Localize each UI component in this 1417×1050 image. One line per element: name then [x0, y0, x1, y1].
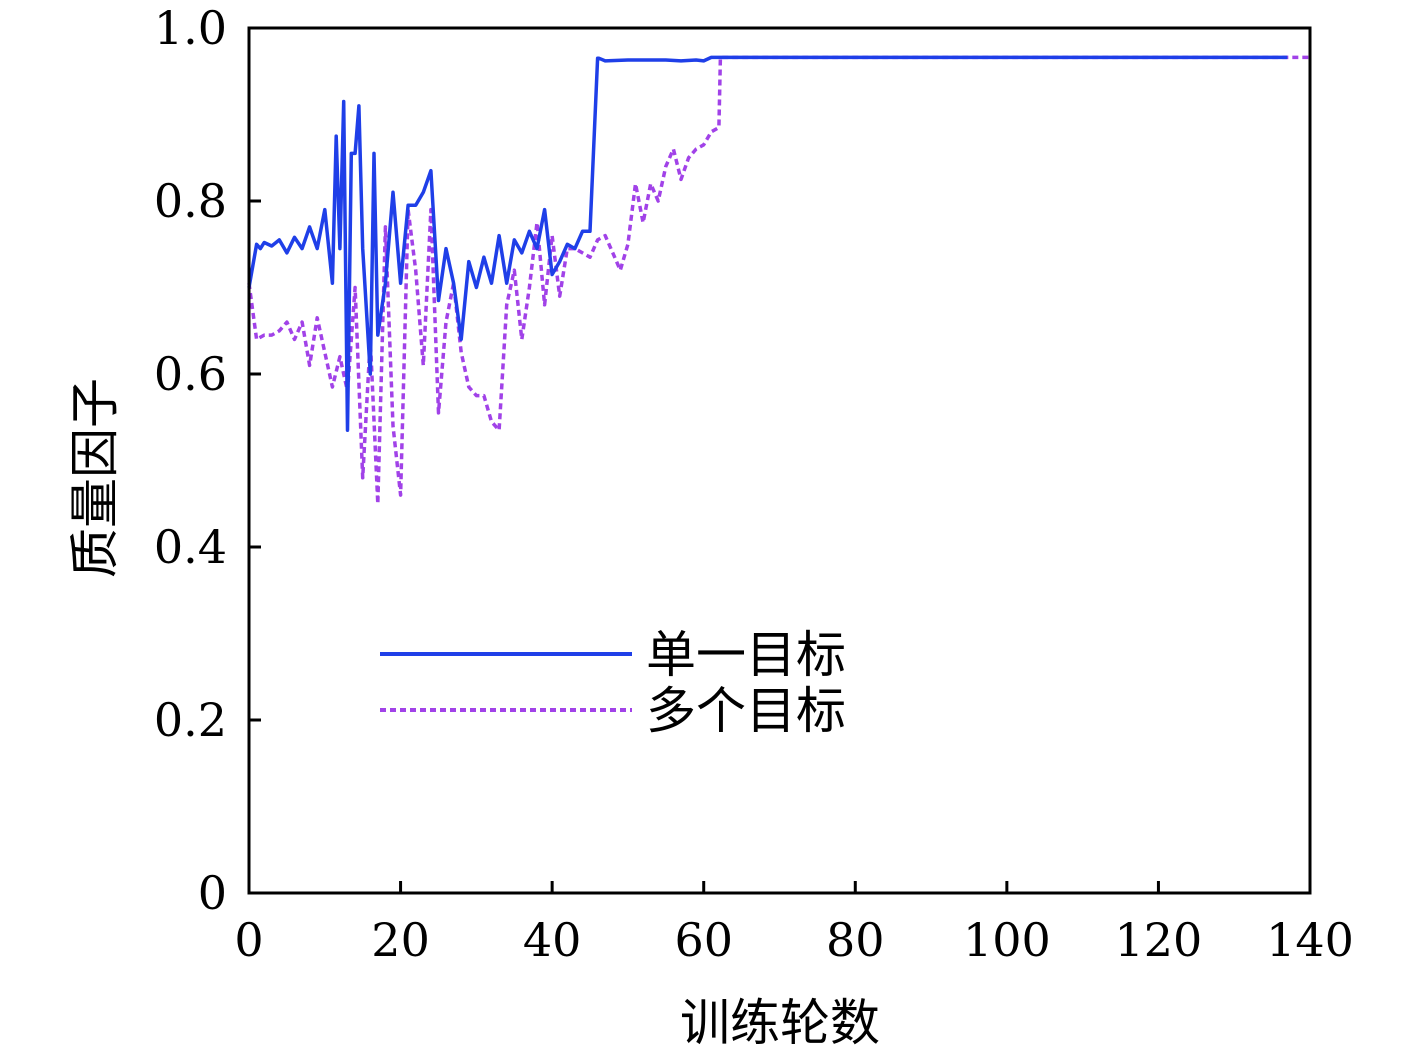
- x-tick-label: 40: [523, 913, 582, 967]
- x-tick-label: 0: [234, 913, 263, 967]
- y-tick-label: 0: [198, 866, 227, 920]
- series-line-1: [247, 55, 1288, 432]
- plot-frame: [247, 26, 1312, 895]
- y-axis-title: 质量因子: [66, 378, 124, 578]
- legend-label-2: 多个目标: [646, 682, 846, 740]
- x-tick-label: 100: [963, 913, 1051, 967]
- y-tick-label: 0.4: [154, 520, 227, 574]
- plot-area: [247, 55, 1310, 506]
- axes: 0 20 40 60 80 100 120 140 0 0.2 0.4 0.6 0.8 1.0: [154, 1, 1354, 967]
- x-tick-label: 80: [826, 913, 885, 967]
- x-tick-label: 140: [1266, 913, 1354, 967]
- y-tick-label: 0.2: [154, 693, 227, 747]
- x-tick-label: 20: [371, 913, 430, 967]
- x-tick-label: 60: [674, 913, 733, 967]
- x-tick-label: 120: [1115, 913, 1203, 967]
- y-tick-label: 0.8: [154, 174, 227, 228]
- y-tick-label: 0.6: [154, 347, 227, 401]
- series-line-2: [247, 55, 1310, 506]
- x-axis-title: 训练轮数: [680, 994, 880, 1050]
- y-tick-label: 1.0: [154, 1, 227, 55]
- legend-label-1: 单一目标: [646, 626, 846, 684]
